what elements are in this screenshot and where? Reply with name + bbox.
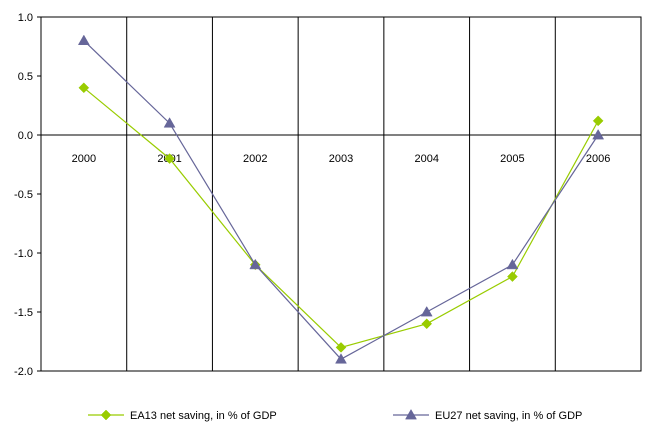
legend: EA13 net saving, in % of GDP EU27 net sav… (88, 408, 582, 422)
x-tick-label: 2004 (414, 153, 438, 165)
legend-marker (100, 409, 112, 421)
legend-label: EU27 net saving, in % of GDP (435, 410, 582, 422)
series-line (83, 40, 599, 360)
data-point (164, 153, 175, 164)
data-point (335, 353, 347, 364)
data-point (592, 128, 605, 140)
legend-item: EU27 net saving, in % of GDP (393, 408, 582, 422)
data-point (249, 258, 262, 270)
data-point (507, 271, 518, 282)
y-tick-label: -1.5 (14, 307, 33, 319)
legend-item: EA13 net saving, in % of GDP (88, 409, 277, 422)
y-tick-label: 0.0 (18, 130, 33, 142)
x-tick-label: 2000 (72, 153, 96, 165)
axes (37, 16, 641, 372)
data-point (78, 82, 90, 94)
series (77, 34, 605, 364)
y-tick-label: 1.0 (18, 12, 33, 24)
x-tick-label: 2003 (329, 153, 353, 165)
y-tick-label: -2.0 (14, 366, 33, 378)
series-line (83, 87, 599, 349)
y-tick-label: 0.5 (18, 71, 33, 83)
x-tick-label: 2006 (586, 153, 610, 165)
data-point (77, 34, 90, 45)
data-point (592, 115, 604, 127)
data-point (335, 342, 347, 353)
x-tick-label: 2005 (500, 153, 524, 165)
data-point (420, 305, 433, 317)
y-tick-label: -0.5 (14, 189, 33, 201)
legend-label: EA13 net saving, in % of GDP (130, 410, 277, 422)
x-tick-labels: 2000200120022003200420052006 (72, 153, 611, 165)
x-tick-label: 2002 (243, 153, 267, 165)
data-point (421, 318, 433, 330)
legend-marker (405, 408, 417, 420)
data-point (506, 258, 519, 270)
data-point (163, 117, 176, 128)
series-1 (78, 82, 604, 353)
y-tick-label: -1.0 (14, 248, 33, 260)
y-tick-labels: 1.0 0.5 0.0 -0.5 -1.0 -1.5 -2.0 (14, 12, 33, 378)
series-2 (77, 34, 605, 364)
plot-border (40, 16, 642, 372)
gridlines (126, 17, 556, 371)
plot-frame (40, 16, 642, 372)
